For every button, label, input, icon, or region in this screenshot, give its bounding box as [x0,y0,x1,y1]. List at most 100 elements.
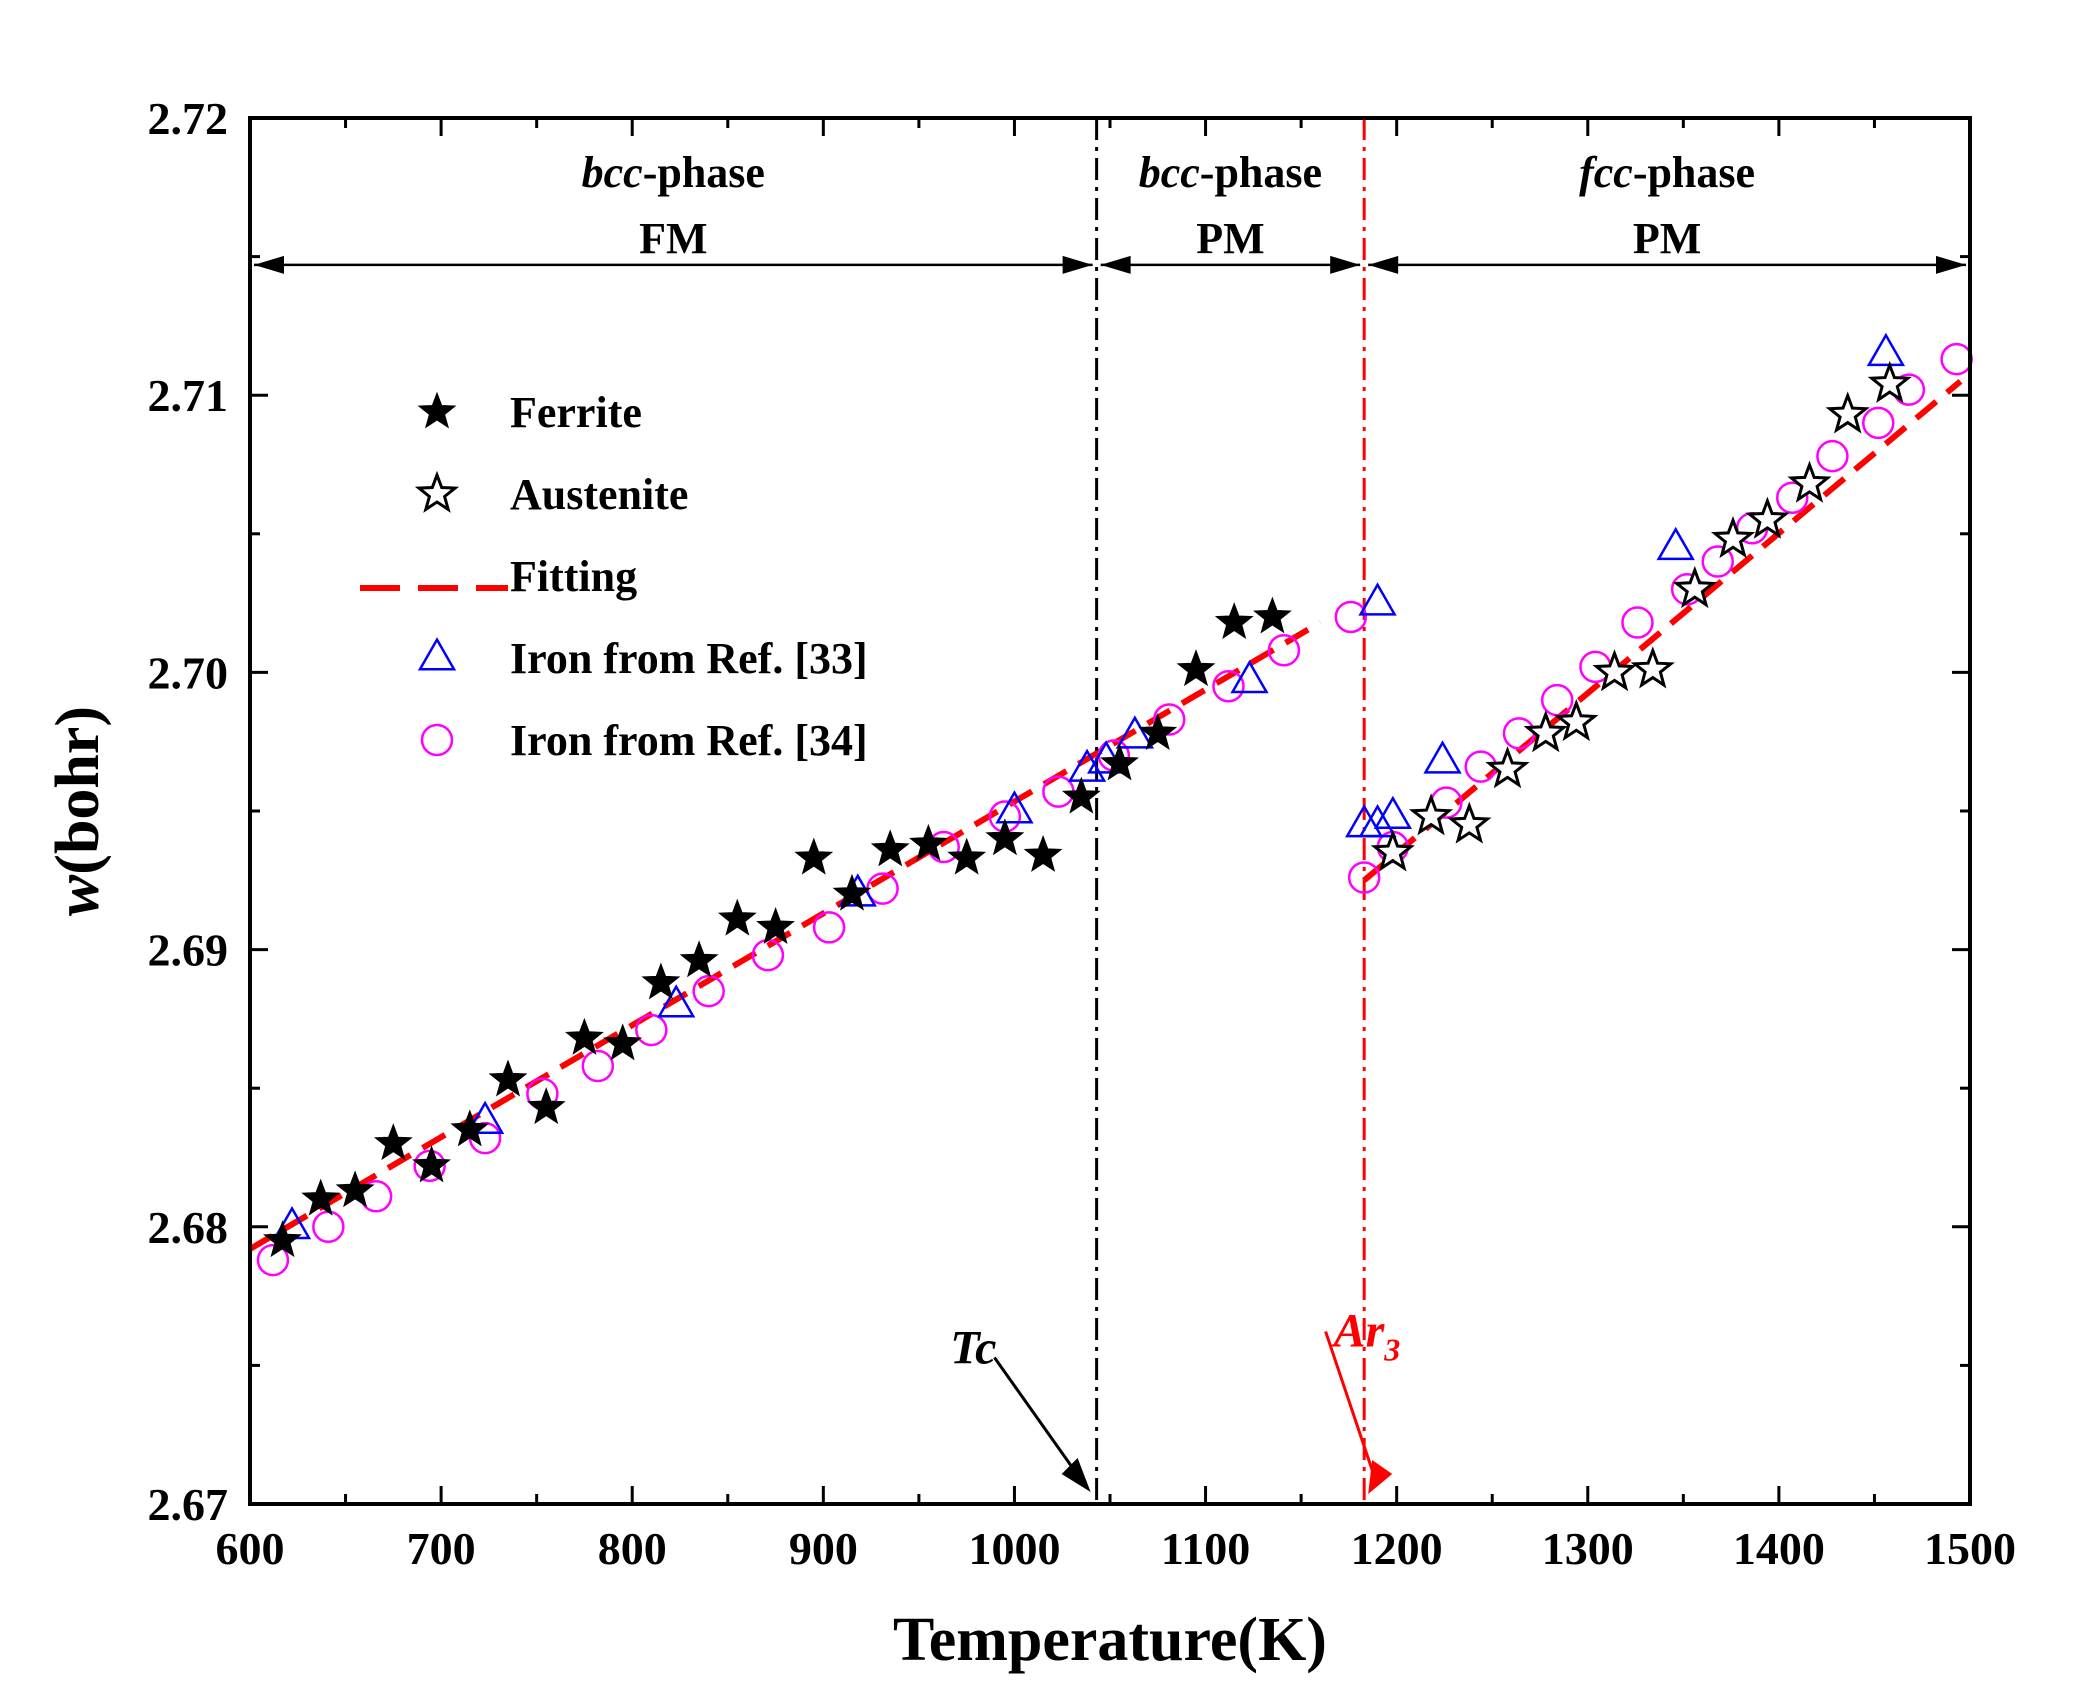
ref33-point [1067,748,1107,782]
y-tick-label: 2.72 [148,93,229,144]
region-phase-suffix: -phase [1633,148,1755,197]
ref34-point [1701,545,1734,578]
region-arrow-head-left [254,255,284,274]
y-tick-label: 2.68 [148,1202,229,1253]
region-phase-label: bcc-phase [1139,148,1322,197]
ferrite-point [526,1087,566,1125]
ar3-arrow-line [1324,1331,1378,1483]
region-arrow-head-right [1936,255,1966,274]
austenite-point [1408,793,1454,836]
austenite-point [1867,360,1912,403]
ref34-point [1621,606,1654,639]
ar3-arrow-head [1368,1460,1393,1494]
y-tick-label: 2.69 [148,925,229,976]
ferrite-point [679,940,719,978]
ref33-point [1656,526,1695,561]
region-arrow-head-right [1330,255,1361,274]
annotations: Tc Ar3 [950,1305,1400,1494]
ref34-point [1152,703,1186,736]
region-phase-label: bcc-phase [582,148,765,197]
legend-label: Iron from Ref. [33] [510,634,868,683]
fitting-segment-1 [1362,379,1963,883]
austenite-point [1523,710,1568,753]
ferrite-point [1253,596,1292,634]
legend-item-3: Iron from Ref. [33] [417,634,868,683]
austenite-point [1710,516,1756,559]
region-magnetic-label: FM [639,214,707,263]
austenite-point [1554,699,1599,742]
ref33-point [1115,715,1155,749]
tc-label: Tc [950,1322,996,1375]
ref34-point [812,911,846,944]
y-tick-label: 2.67 [148,1479,229,1530]
legend-marker [414,470,460,513]
ref33-point [1230,659,1269,694]
region-phase-italic: fcc [1579,148,1633,197]
ferrite-point [717,898,757,936]
austenite-point [1447,801,1492,844]
region-1: bcc-phase PM [1100,148,1361,274]
ref34-point [692,974,725,1008]
ferrite-point [263,1220,302,1258]
region-phase-italic: bcc [1139,148,1200,197]
ferrite-point [450,1109,490,1147]
ferrite-point [1214,602,1254,640]
ref33-point [995,790,1034,824]
region-phase-suffix: -phase [643,148,765,197]
legend-marker [417,391,457,429]
ferrite-point [832,873,872,911]
ferrite-point [985,818,1025,856]
legend-label: Austenite [510,470,688,519]
x-tick-label: 1200 [1351,1523,1443,1574]
ferrite-point [641,962,681,1000]
ferrite-point [1138,712,1178,750]
region-phase-suffix: -phase [1200,148,1322,197]
ferrite-point [335,1170,375,1208]
ref34-point [1267,633,1301,667]
ferrite-point [794,837,834,875]
ferrite-point [909,823,948,861]
region-magnetic-label: PM [1196,214,1264,263]
ferrite-point [1100,743,1139,781]
x-tick-label: 600 [216,1523,285,1574]
austenite-point [1745,496,1790,539]
ferrite-point [870,829,910,867]
ref34-point [581,1049,615,1083]
legend-marker [420,723,454,757]
ferrite-point [756,906,795,944]
austenite-point [1485,746,1530,789]
ref34-point [1347,861,1381,894]
x-axis-title: Temperature(K) [893,1606,1327,1674]
x-tick-label: 1000 [968,1523,1060,1574]
austenite-point [1787,460,1832,503]
y-axis-title: w(bohr) [44,706,112,916]
ref33-point [1358,804,1397,838]
x-tick-label: 700 [407,1523,476,1574]
x-tick-label: 1100 [1161,1523,1250,1574]
x-tick-label: 1300 [1542,1523,1634,1574]
region-0: bcc-phase FM [254,148,1093,274]
x-tick-label: 1400 [1733,1523,1825,1574]
tc-arrow-line [993,1356,1084,1483]
legend-marker [417,637,457,671]
ref34-point [1862,406,1895,440]
ref33-point [1866,332,1906,367]
ar3-label-main: Ar [1331,1305,1386,1358]
ferrite-point [488,1059,528,1097]
austenite-point [1672,565,1717,609]
ferrite-point [1061,776,1101,814]
y-tick-label: 2.71 [148,370,229,421]
ref34-point [1816,439,1849,473]
ar3-label-subscript: 3 [1383,1332,1400,1368]
austenite-point [1592,649,1637,692]
legend-item-0: Ferrite [417,388,642,437]
ferrite-point [301,1178,341,1216]
region-arrow-head-left [1368,255,1399,274]
ferrite-point [947,837,987,875]
ferrite-point [565,1017,604,1055]
legend-label: Ferrite [510,388,642,437]
ref34-point [1776,481,1809,515]
ref33-point [1358,582,1397,616]
ref33-point [465,1100,505,1134]
